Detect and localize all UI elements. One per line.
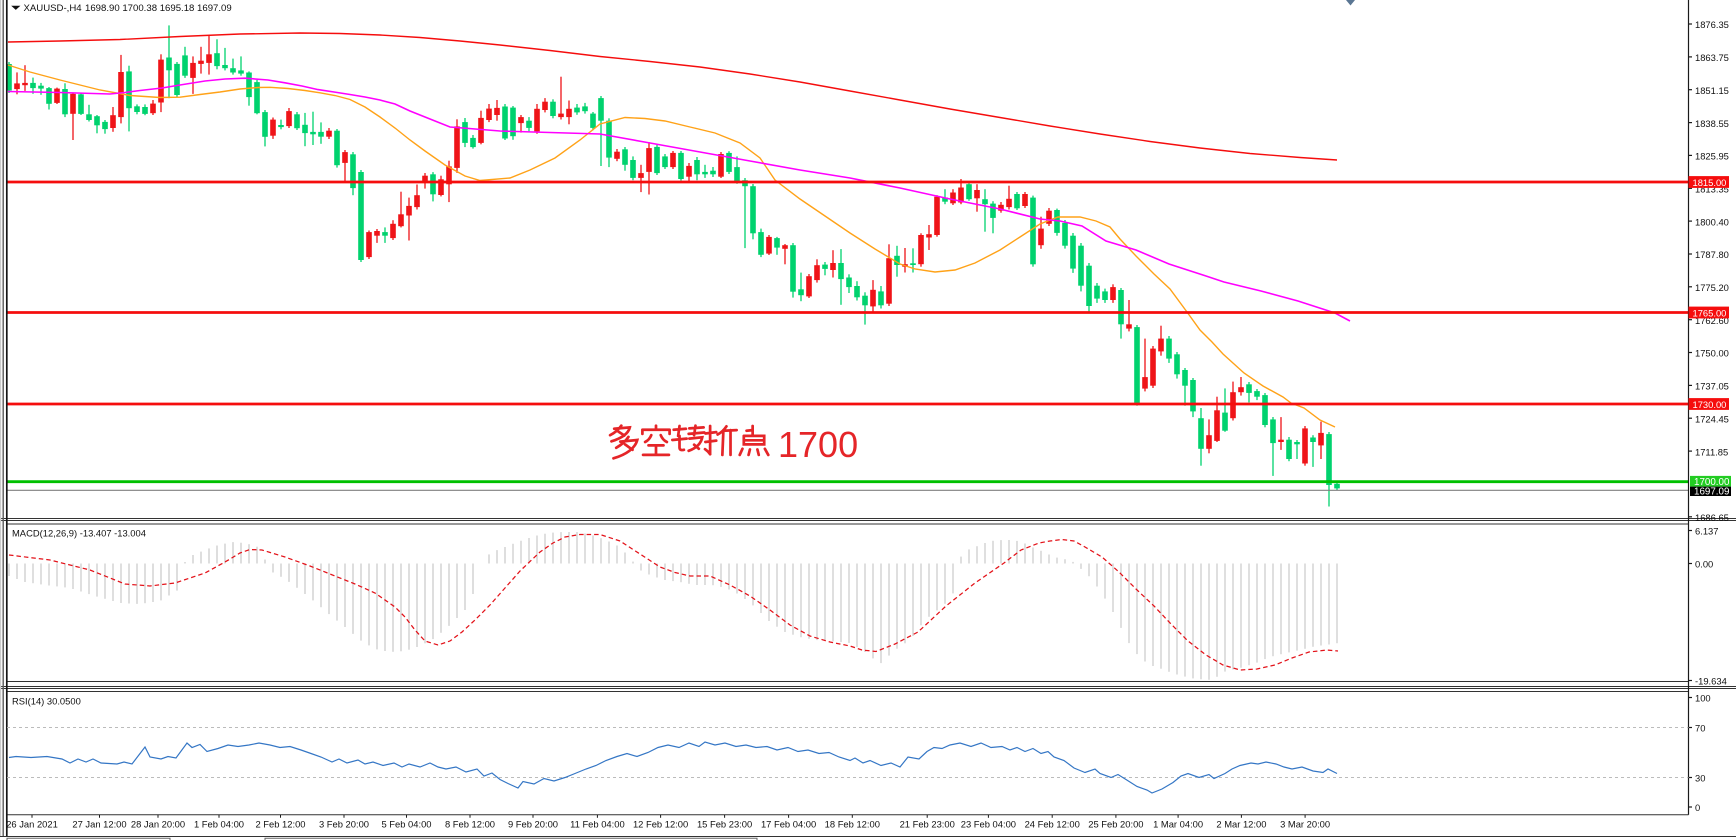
svg-text:30: 30 [1695,773,1705,784]
svg-text:25 Feb 20:00: 25 Feb 20:00 [1088,819,1143,830]
svg-text:1765.00: 1765.00 [1693,307,1727,318]
svg-text:3 Feb 20:00: 3 Feb 20:00 [319,819,369,830]
svg-text:11 Feb 04:00: 11 Feb 04:00 [570,819,625,830]
svg-text:6.137: 6.137 [1695,526,1718,537]
svg-text:RSI(14) 30.0500: RSI(14) 30.0500 [12,696,81,707]
svg-text:17 Feb 04:00: 17 Feb 04:00 [761,819,816,830]
svg-text:1724.45: 1724.45 [1695,413,1729,424]
svg-text:1686.65: 1686.65 [1695,512,1729,523]
svg-text:1800.40: 1800.40 [1695,216,1729,227]
svg-text:1787.80: 1787.80 [1695,249,1729,260]
svg-text:1775.20: 1775.20 [1695,282,1729,293]
svg-text:28 Jan 20:00: 28 Jan 20:00 [131,819,185,830]
svg-text:70: 70 [1695,723,1705,734]
svg-text:1750.00: 1750.00 [1695,348,1729,359]
svg-text:1700: 1700 [778,424,858,465]
svg-text:0.00: 0.00 [1695,559,1713,570]
svg-text:1815.00: 1815.00 [1693,177,1727,188]
svg-text:1700.00: 1700.00 [1694,477,1730,488]
svg-text:5 Feb 04:00: 5 Feb 04:00 [381,819,431,830]
svg-text:26 Jan 2021: 26 Jan 2021 [6,819,58,830]
svg-text:2 Feb 12:00: 2 Feb 12:00 [255,819,305,830]
svg-text:18 Feb 12:00: 18 Feb 12:00 [825,819,880,830]
svg-text:1698.90 1700.38 1695.18 1697.0: 1698.90 1700.38 1695.18 1697.09 [85,3,232,14]
svg-text:0: 0 [1695,802,1700,813]
svg-text:1813.35: 1813.35 [1695,184,1729,195]
svg-text:1737.05: 1737.05 [1695,381,1729,392]
svg-text:1730.00: 1730.00 [1693,399,1727,410]
svg-text:1711.85: 1711.85 [1695,446,1728,457]
svg-text:1876.35: 1876.35 [1695,19,1729,30]
svg-text:1851.15: 1851.15 [1695,85,1729,96]
svg-text:1697.09: 1697.09 [1694,487,1729,498]
svg-text:MACD(12,26,9) -13.407 -13.004: MACD(12,26,9) -13.407 -13.004 [12,527,146,538]
svg-text:1 Mar 04:00: 1 Mar 04:00 [1153,819,1203,830]
svg-text:1 Feb 04:00: 1 Feb 04:00 [194,819,244,830]
svg-text:2 Mar 12:00: 2 Mar 12:00 [1216,819,1266,830]
svg-text:-19.634: -19.634 [1695,676,1727,687]
svg-text:1863.75: 1863.75 [1695,52,1729,63]
svg-text:XAUUSD-,H4: XAUUSD-,H4 [24,3,83,14]
svg-text:8 Feb 12:00: 8 Feb 12:00 [445,819,495,830]
svg-text:3 Mar 20:00: 3 Mar 20:00 [1280,819,1330,830]
svg-text:27 Jan 12:00: 27 Jan 12:00 [72,819,126,830]
svg-text:23 Feb 04:00: 23 Feb 04:00 [961,819,1016,830]
svg-text:15 Feb 23:00: 15 Feb 23:00 [697,819,752,830]
svg-text:21 Feb 23:00: 21 Feb 23:00 [900,819,955,830]
svg-text:1825.95: 1825.95 [1695,151,1729,162]
svg-text:1762.60: 1762.60 [1695,315,1729,326]
svg-text:9 Feb 20:00: 9 Feb 20:00 [508,819,558,830]
svg-text:1838.55: 1838.55 [1695,118,1729,129]
svg-text:100: 100 [1695,693,1711,704]
svg-text:24 Feb 12:00: 24 Feb 12:00 [1025,819,1080,830]
svg-text:12 Feb 12:00: 12 Feb 12:00 [633,819,688,830]
